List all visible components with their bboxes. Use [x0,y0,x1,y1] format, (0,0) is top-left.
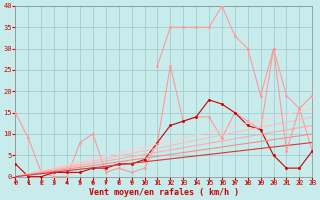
X-axis label: Vent moyen/en rafales ( km/h ): Vent moyen/en rafales ( km/h ) [89,188,239,197]
